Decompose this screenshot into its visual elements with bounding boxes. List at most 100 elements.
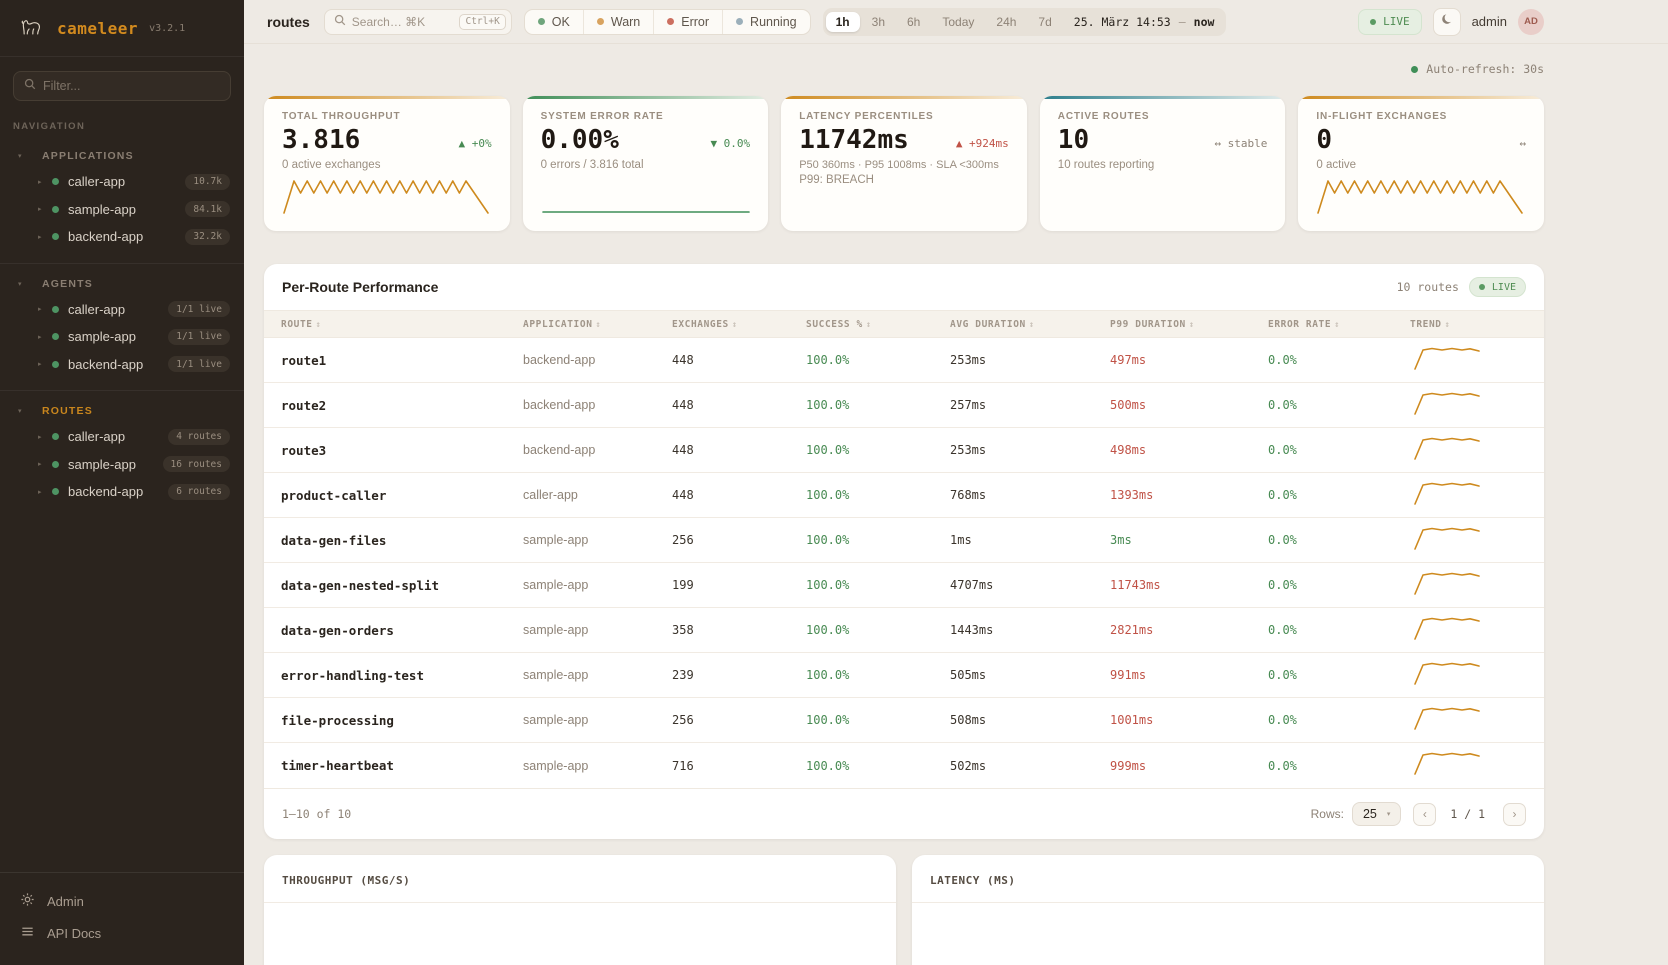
status-dot-icon [52, 488, 59, 496]
status-filter-warn[interactable]: Warn [584, 9, 655, 34]
status-dot-icon [52, 460, 59, 468]
brand-name: cameleer [57, 19, 139, 38]
sidebar-item-backend-app[interactable]: ▸ backend-app 6 routes [0, 478, 244, 506]
kpi-value-row: 0.00% ▼ 0.0% [541, 126, 751, 154]
column-header-label: SUCCESS % [806, 318, 863, 330]
column-header-application[interactable]: APPLICATION ↕ [523, 319, 672, 330]
caret-down-icon: ▾ [18, 153, 22, 160]
time-range-buttons: 1h 3h 6h Today 24h 7d [825, 11, 1062, 32]
status-filter-label: Error [681, 14, 710, 29]
time-range-7d[interactable]: 7d [1038, 14, 1052, 29]
status-filter-ok[interactable]: OK [525, 9, 584, 34]
time-range-3h[interactable]: 3h [871, 14, 885, 29]
sidebar-item-backend-app[interactable]: ▸ backend-app 32.2k [0, 223, 244, 251]
status-filter-running[interactable]: Running [723, 10, 810, 34]
sidebar-item-sample-app[interactable]: ▸ sample-app 1/1 live [0, 323, 244, 351]
cell-error-rate: 0.0% [1268, 623, 1297, 637]
status-dot-icon [52, 433, 59, 441]
time-range-1h[interactable]: 1h [825, 11, 860, 32]
status-dot-icon [537, 18, 545, 25]
table-row[interactable]: data-gen-nested-split sample-app 199 100.0%… [264, 563, 1544, 608]
chevron-right-icon: ▸ [38, 233, 42, 241]
section-label: APPLICATIONS [42, 150, 134, 162]
time-range-display[interactable]: 25. März 14:53 — now [1074, 15, 1215, 29]
live-badge[interactable]: LIVE [1358, 8, 1422, 35]
column-header-label: P99 DURATION [1110, 318, 1186, 330]
sidebar-filter-input[interactable] [43, 79, 220, 93]
sidebar-section-agents: ▾ AGENTS ▸ caller-app 1/1 live ▸ sample-app 1/1… [0, 264, 244, 391]
column-header-p99-duration[interactable]: P99 DURATION ↕ [1110, 319, 1268, 330]
kpi-label: ACTIVE ROUTES [1057, 111, 1150, 122]
sidebar-section-header-agents[interactable]: ▾ AGENTS [0, 274, 244, 296]
global-search[interactable]: Ctrl+K [323, 8, 512, 35]
rows-per-page-select[interactable]: 25 ▾ [1351, 802, 1402, 826]
cell-exchanges: 239 [672, 668, 694, 682]
cell-avg-duration: 253ms [950, 443, 987, 457]
table-row[interactable]: error-handling-test sample-app 239 100.0% 50… [264, 653, 1544, 698]
column-header-exchanges[interactable]: EXCHANGES ↕ [672, 319, 806, 330]
column-header-trend[interactable]: TREND ↕ [1410, 319, 1544, 330]
search-icon [24, 77, 36, 95]
cell-trend-sparkline [1410, 747, 1544, 784]
cell-exchanges: 448 [672, 398, 694, 412]
bottom-charts-row: THROUGHPUT (MSG/S) LATENCY (MS) [264, 855, 1544, 965]
cell-route: route3 [281, 442, 327, 458]
sidebar-item-caller-app[interactable]: ▸ caller-app 4 routes [0, 423, 244, 451]
table-row[interactable]: route3 backend-app 448 100.0% 253ms 498ms 0.0% [264, 428, 1544, 473]
sidebar-item-backend-app[interactable]: ▸ backend-app 1/1 live [0, 351, 244, 379]
sidebar-item-label: caller-app [68, 429, 126, 445]
sidebar-footer-api-docs[interactable]: API Docs [0, 917, 244, 949]
pagination-range-label: 1–10 of 10 [282, 807, 352, 821]
table-row[interactable]: timer-heartbeat sample-app 716 100.0% 502ms 9… [264, 743, 1544, 788]
column-header-error-rate[interactable]: ERROR RATE ↕ [1268, 319, 1410, 330]
cell-trend-sparkline [1410, 612, 1544, 649]
table-row[interactable]: product-caller caller-app 448 100.0% 768ms 13… [264, 473, 1544, 518]
kpi-value: 0 [1316, 125, 1333, 155]
sidebar-item-caller-app[interactable]: ▸ caller-app 10.7k [0, 168, 244, 196]
table-footer: 1–10 of 10 Rows: 25 ▾ ‹ 1 / 1 › [264, 788, 1544, 839]
next-page-button[interactable]: › [1503, 802, 1526, 826]
column-header-success-[interactable]: SUCCESS % ↕ [806, 319, 950, 330]
theme-toggle-button[interactable] [1432, 7, 1461, 36]
chart-card-throughput-msg-s-: THROUGHPUT (MSG/S) [264, 855, 896, 965]
status-dot-icon [52, 333, 59, 341]
prev-page-button[interactable]: ‹ [1413, 802, 1437, 826]
sidebar-section-header-routes[interactable]: ▾ ROUTES [0, 401, 244, 423]
sidebar-filter[interactable] [13, 71, 231, 101]
cell-trend-sparkline [1410, 702, 1544, 739]
sidebar-item-label: sample-app [68, 456, 136, 472]
table-row[interactable]: data-gen-orders sample-app 358 100.0% 1443ms… [264, 608, 1544, 653]
cell-application: backend-app [523, 398, 596, 412]
status-filter-error[interactable]: Error [654, 9, 724, 34]
global-search-input[interactable] [351, 14, 454, 29]
table-row[interactable]: route1 backend-app 448 100.0% 253ms 497ms 0.0% [264, 338, 1544, 383]
sort-icon: ↕ [1188, 319, 1195, 330]
cell-route: data-gen-orders [281, 622, 394, 638]
time-range-24h[interactable]: 24h [996, 14, 1017, 29]
column-header-route[interactable]: ROUTE ↕ [281, 319, 523, 330]
app-version: v3.2.1 [149, 23, 186, 34]
column-header-avg-duration[interactable]: AVG DURATION ↕ [950, 319, 1110, 330]
sidebar-footer-admin[interactable]: Admin [0, 885, 244, 917]
cell-p99-duration: 999ms [1110, 758, 1147, 773]
sidebar-item-badge: 4 routes [168, 428, 230, 445]
sidebar-item-sample-app[interactable]: ▸ sample-app 16 routes [0, 451, 244, 479]
cell-success-rate: 100.0% [806, 578, 850, 592]
time-range-6h[interactable]: 6h [907, 14, 921, 29]
user-avatar[interactable]: AD [1518, 8, 1544, 35]
table-row[interactable]: file-processing sample-app 256 100.0% 508ms 1… [264, 698, 1544, 743]
sidebar-item-caller-app[interactable]: ▸ caller-app 1/1 live [0, 296, 244, 324]
table-live-label: LIVE [1491, 281, 1516, 293]
cell-application: sample-app [523, 758, 589, 773]
sidebar-section-header-applications[interactable]: ▾ APPLICATIONS [0, 146, 244, 168]
time-range-today[interactable]: Today [942, 14, 975, 29]
table-row[interactable]: route2 backend-app 448 100.0% 257ms 500ms 0.0% [264, 383, 1544, 428]
status-dot-icon [52, 360, 59, 368]
cell-avg-duration: 1443ms [950, 623, 994, 637]
sidebar-item-sample-app[interactable]: ▸ sample-app 84.1k [0, 196, 244, 224]
kpi-sparkline [1316, 177, 1526, 220]
kpi-card-total-throughput: TOTAL THROUGHPUT 3.816 ▲ +0% 0 active excha… [264, 96, 510, 231]
cell-success-rate: 100.0% [806, 668, 850, 682]
table-row[interactable]: data-gen-files sample-app 256 100.0% 1ms 3ms 0… [264, 518, 1544, 563]
cell-trend-sparkline [1410, 432, 1544, 469]
